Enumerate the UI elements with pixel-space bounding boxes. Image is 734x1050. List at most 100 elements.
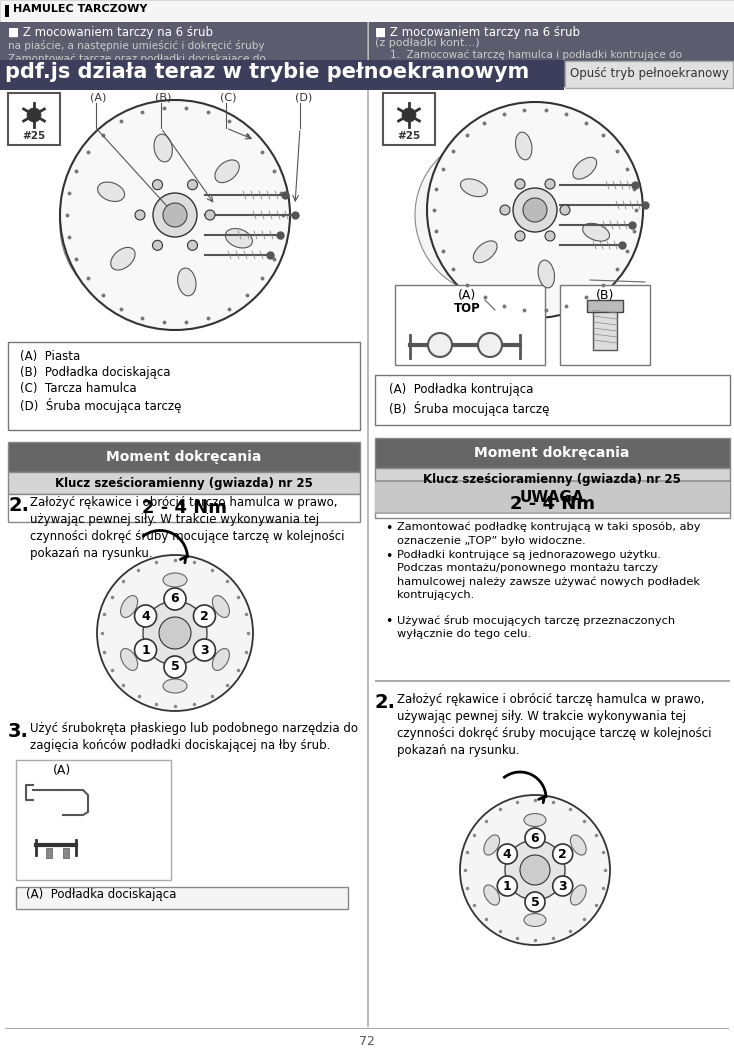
Text: 3: 3 <box>559 880 567 892</box>
Text: pdf.js działa teraz w trybie pełnoekranowym: pdf.js działa teraz w trybie pełnoekrano… <box>5 62 529 82</box>
Text: 72: 72 <box>359 1035 375 1048</box>
Bar <box>5 5 9 17</box>
Circle shape <box>153 240 162 250</box>
Circle shape <box>60 100 290 330</box>
Text: 1: 1 <box>503 880 512 892</box>
Ellipse shape <box>98 182 125 202</box>
Text: na piaście, a następnie umieścić i dokręcić śruby: na piaście, a następnie umieścić i dokrę… <box>8 40 264 51</box>
Text: Założyć rękawice i obrócić tarczę hamulca w prawo,
używając pewnej siły. W trakc: Założyć rękawice i obrócić tarczę hamulc… <box>397 693 711 757</box>
Bar <box>8 442 360 473</box>
Bar <box>593 304 617 350</box>
Bar <box>560 285 650 365</box>
Text: Podładki kontrujące są jednorazowego użytku.
Podczas montażu/ponownego montażu t: Podładki kontrujące są jednorazowego uży… <box>397 550 700 601</box>
Text: (B)  Podładka dociskająca: (B) Podładka dociskająca <box>20 366 170 379</box>
Bar <box>63 848 69 858</box>
Circle shape <box>164 656 186 678</box>
Text: (A)  Piasta: (A) Piasta <box>20 350 80 363</box>
Text: 1: 1 <box>141 644 150 656</box>
Text: 3.: 3. <box>8 722 29 741</box>
Bar <box>0 0 734 22</box>
Bar <box>383 93 435 145</box>
Circle shape <box>159 617 191 649</box>
Circle shape <box>60 140 230 310</box>
Ellipse shape <box>178 268 196 296</box>
Bar <box>375 680 730 681</box>
Text: •: • <box>385 522 393 536</box>
Text: (B): (B) <box>155 93 171 103</box>
Text: Zamontować tarczę oraz podładki dociskające do: Zamontować tarczę oraz podładki dociskaj… <box>8 54 266 64</box>
Ellipse shape <box>573 158 597 180</box>
Text: (A): (A) <box>458 289 476 302</box>
Ellipse shape <box>154 134 172 162</box>
Circle shape <box>402 108 416 122</box>
Circle shape <box>164 588 186 610</box>
Circle shape <box>553 844 573 864</box>
Ellipse shape <box>163 679 187 693</box>
Circle shape <box>134 605 156 627</box>
Text: 6: 6 <box>171 592 179 606</box>
Text: 2.: 2. <box>375 693 396 712</box>
Bar <box>565 61 733 88</box>
Bar <box>367 22 368 87</box>
Ellipse shape <box>120 649 138 671</box>
Circle shape <box>560 205 570 215</box>
Bar <box>375 375 730 425</box>
Text: (A): (A) <box>53 764 71 777</box>
Circle shape <box>515 231 525 242</box>
Ellipse shape <box>111 248 135 270</box>
Bar <box>8 342 360 430</box>
Text: 1.  Zamocować tarczę hamulca i podładki kontrujące do: 1. Zamocować tarczę hamulca i podładki k… <box>390 50 682 61</box>
Circle shape <box>513 188 557 232</box>
Circle shape <box>194 639 216 662</box>
Bar <box>8 472 360 493</box>
Circle shape <box>187 180 197 190</box>
Bar <box>375 480 730 482</box>
Ellipse shape <box>570 835 586 855</box>
Ellipse shape <box>212 649 230 671</box>
Ellipse shape <box>484 835 500 855</box>
Ellipse shape <box>120 595 138 617</box>
Circle shape <box>500 205 510 215</box>
Text: (D)  Śruba mocująca tarczę: (D) Śruba mocująca tarczę <box>20 398 181 413</box>
Text: 2: 2 <box>200 609 208 623</box>
Text: 5: 5 <box>531 896 539 908</box>
Ellipse shape <box>524 914 546 926</box>
Ellipse shape <box>484 885 500 905</box>
Ellipse shape <box>524 814 546 826</box>
Circle shape <box>85 165 205 285</box>
Text: 2 - 4 Nm: 2 - 4 Nm <box>142 499 227 517</box>
Circle shape <box>153 180 162 190</box>
Bar <box>16 760 171 880</box>
Circle shape <box>415 135 575 295</box>
Text: (B): (B) <box>596 289 614 302</box>
Bar <box>375 438 730 468</box>
Bar <box>16 887 348 909</box>
Text: Moment dokręcania: Moment dokręcania <box>474 446 630 460</box>
Text: (A): (A) <box>90 93 106 103</box>
Text: UWAGA: UWAGA <box>520 489 584 504</box>
Text: (z podładki kont...): (z podładki kont...) <box>375 38 479 48</box>
Ellipse shape <box>163 573 187 587</box>
Ellipse shape <box>473 240 497 262</box>
Text: 6: 6 <box>531 832 539 844</box>
Bar <box>0 60 564 90</box>
Circle shape <box>27 108 41 122</box>
Text: (B)  Śruba mocująca tarczę: (B) Śruba mocująca tarczę <box>389 401 549 416</box>
Text: #25: #25 <box>22 131 46 141</box>
Bar <box>375 512 730 514</box>
Text: HAMULEC TARCZOWY: HAMULEC TARCZOWY <box>13 4 148 14</box>
Bar <box>0 22 734 87</box>
Text: #25: #25 <box>397 131 421 141</box>
Ellipse shape <box>515 132 532 160</box>
Text: Moment dokręcania: Moment dokręcania <box>106 450 262 464</box>
Text: Klucz sześcioramienny (gwiazda) nr 25: Klucz sześcioramienny (gwiazda) nr 25 <box>423 472 681 485</box>
Text: Klucz sześcioramienny (gwiazda) nr 25: Klucz sześcioramienny (gwiazda) nr 25 <box>55 477 313 489</box>
Text: Używać śrub mocujących tarczę przeznaczonych
wyłącznie do tego celu.: Używać śrub mocujących tarczę przeznaczo… <box>397 615 675 639</box>
Circle shape <box>553 876 573 896</box>
Text: 5: 5 <box>170 660 179 673</box>
Circle shape <box>163 203 187 227</box>
Circle shape <box>505 840 565 900</box>
Text: Użyć śrubokręta płaskiego lub podobnego narzędzia do
zagięcia końców podładki do: Użyć śrubokręta płaskiego lub podobnego … <box>30 722 358 752</box>
Ellipse shape <box>538 260 554 288</box>
Ellipse shape <box>460 178 487 196</box>
